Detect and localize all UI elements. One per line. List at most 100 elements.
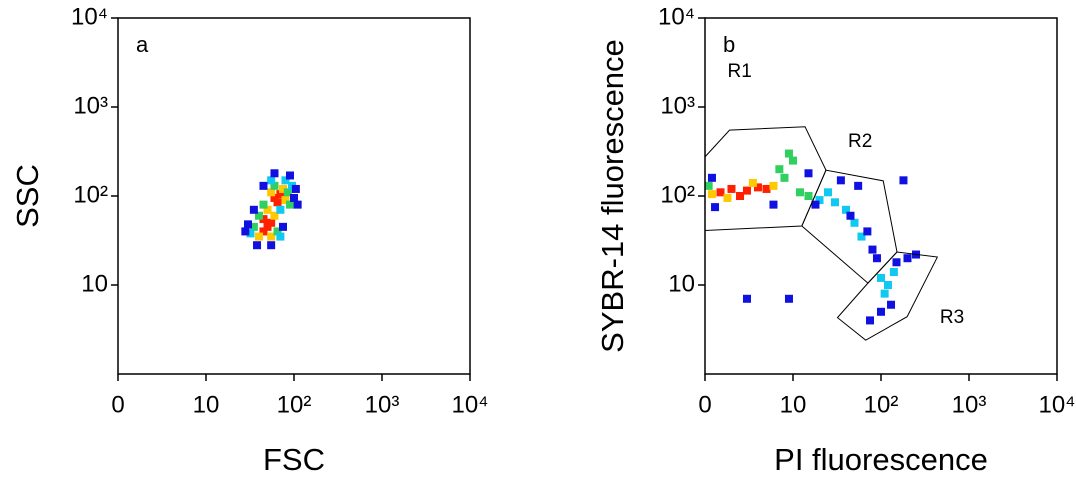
density-cell bbox=[267, 218, 276, 227]
density-cell bbox=[243, 220, 252, 229]
y-tick-label: 10⁴ bbox=[658, 3, 695, 30]
density-cell bbox=[276, 190, 285, 199]
density-cell bbox=[841, 205, 850, 214]
density-cell bbox=[795, 188, 804, 197]
density-cell bbox=[267, 188, 276, 197]
density-cell bbox=[263, 205, 272, 214]
plot-frame bbox=[704, 17, 1058, 375]
x-tick-label: 10³ bbox=[365, 391, 400, 418]
density-cell bbox=[241, 227, 250, 236]
density-cell bbox=[887, 300, 896, 309]
y-tick-label: 10³ bbox=[73, 92, 108, 119]
density-cell bbox=[276, 205, 285, 214]
density-cell bbox=[892, 258, 901, 267]
x-tick-label: 10³ bbox=[952, 391, 987, 418]
panel-label: b bbox=[723, 32, 735, 57]
density-cell bbox=[279, 222, 288, 231]
density-cell bbox=[290, 193, 298, 202]
density-cell bbox=[246, 229, 255, 238]
density-cell bbox=[249, 222, 258, 231]
density-cell bbox=[877, 307, 885, 316]
density-cell bbox=[850, 218, 859, 227]
density-cell bbox=[753, 183, 762, 192]
density-cell bbox=[866, 316, 875, 325]
x-axis-label: FSC bbox=[263, 442, 325, 477]
density-cell bbox=[872, 254, 881, 263]
density-cell bbox=[281, 196, 290, 205]
density-cell bbox=[285, 200, 294, 209]
density-cell bbox=[291, 184, 300, 193]
density-cell bbox=[270, 211, 279, 220]
x-tick-label: 0 bbox=[698, 391, 711, 418]
density-cell bbox=[780, 173, 789, 182]
density-cell bbox=[276, 232, 285, 241]
density-cell bbox=[769, 181, 778, 190]
density-cell bbox=[899, 176, 908, 185]
gate bbox=[836, 251, 939, 341]
density-cell bbox=[267, 232, 276, 241]
plot: a 0 10 10² 10³ 10⁴ 10 10² 10³ 10⁴ FSC SSC bbox=[10, 3, 488, 477]
density-cell bbox=[903, 254, 912, 263]
y-tick-label: 10⁴ bbox=[71, 3, 108, 30]
density-cell bbox=[889, 267, 898, 276]
density-cell bbox=[784, 149, 793, 158]
density-cell bbox=[716, 188, 725, 197]
x-tick-label: 10² bbox=[277, 391, 312, 418]
density-cell bbox=[707, 173, 716, 182]
density-cell bbox=[846, 211, 855, 220]
density-cell bbox=[789, 156, 797, 165]
plot: R1 R2 R3 b 0 10 10² 10³ 10⁴ 10 10² 10³ 10⁴ PI fluores… bbox=[595, 3, 1075, 477]
density-cell bbox=[762, 184, 771, 193]
density-cell bbox=[259, 181, 268, 190]
y-tick-label: 10² bbox=[660, 181, 695, 208]
gate bbox=[801, 169, 898, 284]
density-cell bbox=[811, 200, 820, 209]
density-cell bbox=[293, 200, 302, 209]
density-cell bbox=[804, 169, 813, 178]
density-cell bbox=[775, 165, 784, 174]
density-cell bbox=[259, 200, 268, 209]
density-cell bbox=[742, 186, 751, 195]
density-cell bbox=[815, 196, 824, 205]
density-cell bbox=[259, 215, 268, 224]
density-cell bbox=[285, 171, 294, 180]
density-cell bbox=[281, 176, 290, 185]
density-cell bbox=[857, 232, 866, 241]
density-cell bbox=[836, 176, 845, 185]
density-cell bbox=[279, 184, 288, 193]
density-cell bbox=[273, 198, 282, 207]
density-cell bbox=[854, 181, 863, 190]
x-tick-label: 10⁴ bbox=[1038, 391, 1075, 418]
density-cell bbox=[723, 193, 732, 202]
density-cell bbox=[727, 184, 736, 193]
x-tick-label: 10 bbox=[780, 391, 807, 418]
x-tick-label: 10² bbox=[864, 391, 899, 418]
density-cell bbox=[769, 200, 778, 209]
density-cell bbox=[249, 205, 258, 214]
density-cell bbox=[270, 169, 279, 178]
density-cell bbox=[267, 241, 276, 250]
density-cell bbox=[877, 273, 885, 282]
density-cell bbox=[804, 192, 813, 200]
y-tick-label: 10 bbox=[81, 270, 108, 297]
y-axis-label: SYBR-14 fluorescence bbox=[595, 39, 630, 353]
density-cell bbox=[263, 222, 272, 231]
density-cell bbox=[273, 227, 282, 236]
density-cell bbox=[254, 232, 263, 241]
density-cell bbox=[711, 203, 720, 212]
density-cell bbox=[270, 193, 279, 202]
density-cell bbox=[863, 227, 872, 236]
density-cell bbox=[254, 211, 263, 220]
density-cell bbox=[267, 176, 276, 185]
density-cell bbox=[830, 198, 839, 207]
density-cell bbox=[742, 294, 751, 303]
gate bbox=[704, 126, 827, 231]
density-cell bbox=[883, 281, 892, 289]
x-tick-label: 10 bbox=[193, 391, 220, 418]
density-cell bbox=[253, 241, 262, 250]
y-tick-label: 10 bbox=[668, 270, 695, 297]
gate-label: R1 bbox=[728, 61, 752, 82]
y-axis-label: SSC bbox=[10, 164, 45, 228]
